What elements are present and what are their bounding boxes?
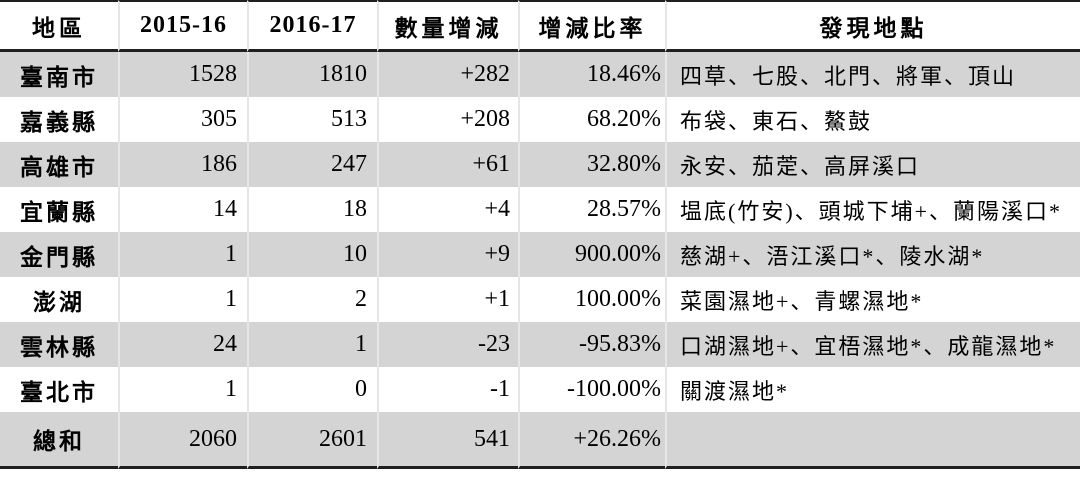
cell-region: 金門縣: [0, 232, 118, 277]
cell-y2016_17: 1: [247, 322, 377, 367]
cell-ratio: -95.83%: [518, 322, 665, 367]
cell-locations: 菜園濕地+、青螺濕地*: [665, 277, 1080, 322]
cell-ratio: 28.57%: [518, 187, 665, 232]
cell-change: +282: [377, 52, 518, 97]
cell-ratio: 68.20%: [518, 97, 665, 142]
column-header-2015-16: 2015-16: [118, 0, 247, 52]
cell-change: 541: [377, 412, 518, 469]
cell-region: 臺南市: [0, 52, 118, 97]
cell-y2015_16: 24: [118, 322, 247, 367]
table-row: 臺北市 1 0 -1 -100.00% 關渡濕地*: [0, 367, 1080, 412]
header-row: 地區 2015-16 2016-17 數量增減 增減比率 發現地點: [0, 0, 1080, 52]
cell-change: +1: [377, 277, 518, 322]
cell-locations: 布袋、東石、鰲鼓: [665, 97, 1080, 142]
table-row: 高雄市 186 247 +61 32.80% 永安、茄萣、高屏溪口: [0, 142, 1080, 187]
cell-change: -23: [377, 322, 518, 367]
cell-change: +208: [377, 97, 518, 142]
cell-y2016_17: 18: [247, 187, 377, 232]
cell-change: +61: [377, 142, 518, 187]
cell-locations: 永安、茄萣、高屏溪口: [665, 142, 1080, 187]
column-header-change: 數量增減: [377, 0, 518, 52]
cell-y2016_17: 2601: [247, 412, 377, 469]
cell-change: +4: [377, 187, 518, 232]
cell-y2015_16: 305: [118, 97, 247, 142]
cell-y2016_17: 247: [247, 142, 377, 187]
cell-y2016_17: 10: [247, 232, 377, 277]
table-row: 澎湖 1 2 +1 100.00% 菜園濕地+、青螺濕地*: [0, 277, 1080, 322]
cell-locations: 塭底(竹安)、頭城下埔+、蘭陽溪口*: [665, 187, 1080, 232]
cell-y2015_16: 186: [118, 142, 247, 187]
cell-y2016_17: 0: [247, 367, 377, 412]
cell-region: 臺北市: [0, 367, 118, 412]
cell-y2015_16: 1: [118, 232, 247, 277]
cell-change: +9: [377, 232, 518, 277]
column-header-2016-17: 2016-17: [247, 0, 377, 52]
cell-change: -1: [377, 367, 518, 412]
cell-y2016_17: 1810: [247, 52, 377, 97]
cell-region: 澎湖: [0, 277, 118, 322]
cell-y2016_17: 2: [247, 277, 377, 322]
cell-y2015_16: 2060: [118, 412, 247, 469]
cell-locations: 關渡濕地*: [665, 367, 1080, 412]
cell-region: 宜蘭縣: [0, 187, 118, 232]
cell-locations: [665, 412, 1080, 469]
cell-region: 總和: [0, 412, 118, 469]
column-header-ratio: 增減比率: [518, 0, 665, 52]
cell-y2016_17: 513: [247, 97, 377, 142]
table-row: 金門縣 1 10 +9 900.00% 慈湖+、浯江溪口*、陵水湖*: [0, 232, 1080, 277]
cell-y2015_16: 14: [118, 187, 247, 232]
cell-locations: 慈湖+、浯江溪口*、陵水湖*: [665, 232, 1080, 277]
cell-ratio: -100.00%: [518, 367, 665, 412]
column-header-region: 地區: [0, 0, 118, 52]
table-row: 臺南市 1528 1810 +282 18.46% 四草、七股、北門、將軍、頂山: [0, 52, 1080, 97]
column-header-locations: 發現地點: [665, 0, 1080, 52]
cell-ratio: 32.80%: [518, 142, 665, 187]
table-row: 嘉義縣 305 513 +208 68.20% 布袋、東石、鰲鼓: [0, 97, 1080, 142]
cell-locations: 口湖濕地+、宜梧濕地*、成龍濕地*: [665, 322, 1080, 367]
cell-ratio: 100.00%: [518, 277, 665, 322]
table-row: 總和 2060 2601 541 +26.26%: [0, 412, 1080, 469]
cell-region: 高雄市: [0, 142, 118, 187]
cell-ratio: 900.00%: [518, 232, 665, 277]
data-table: 地區 2015-16 2016-17 數量增減 增減比率 發現地點 臺南市 152…: [0, 0, 1080, 469]
cell-region: 嘉義縣: [0, 97, 118, 142]
cell-y2015_16: 1528: [118, 52, 247, 97]
cell-ratio: +26.26%: [518, 412, 665, 469]
cell-locations: 四草、七股、北門、將軍、頂山: [665, 52, 1080, 97]
cell-ratio: 18.46%: [518, 52, 665, 97]
table-row: 雲林縣 24 1 -23 -95.83% 口湖濕地+、宜梧濕地*、成龍濕地*: [0, 322, 1080, 367]
table-row: 宜蘭縣 14 18 +4 28.57% 塭底(竹安)、頭城下埔+、蘭陽溪口*: [0, 187, 1080, 232]
cell-region: 雲林縣: [0, 322, 118, 367]
cell-y2015_16: 1: [118, 277, 247, 322]
cell-y2015_16: 1: [118, 367, 247, 412]
